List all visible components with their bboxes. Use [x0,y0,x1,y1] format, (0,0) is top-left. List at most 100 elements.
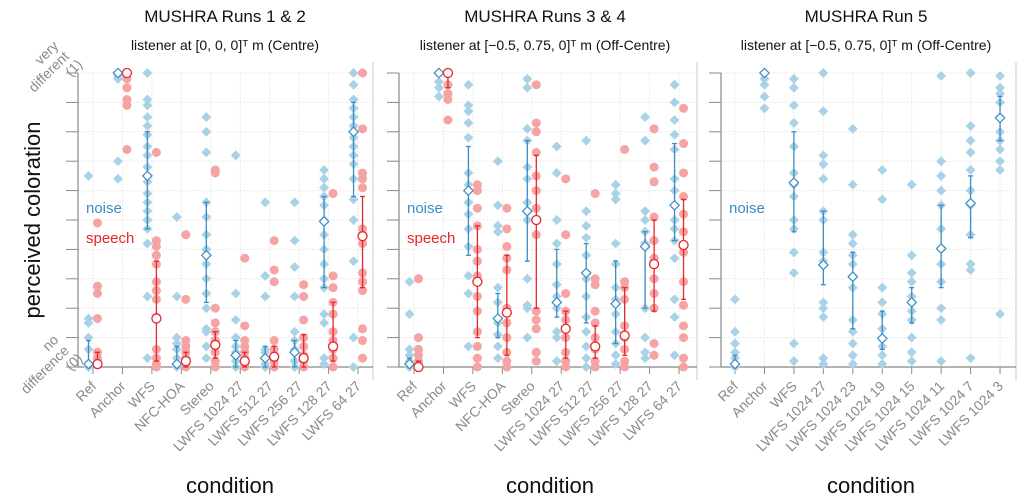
noise-point [348,332,359,343]
noise-point [492,341,503,352]
noise-point [348,215,359,225]
noise-point [640,135,651,146]
speech-mean-marker [239,355,250,367]
noise-point [142,68,153,78]
noise-point [289,262,300,272]
noise-point [818,150,829,161]
speech-mean-marker [151,313,162,324]
legend-speech: speech [407,230,455,247]
noise-point [965,259,976,270]
panel-title: MUSHRA Run 5 [805,7,928,26]
noise-point [640,112,651,123]
speech-point [531,347,541,357]
noise-point [463,106,474,117]
noise-point [906,332,917,343]
noise-mean-marker [965,197,977,209]
noise-point [289,326,300,337]
noise-point [936,356,947,367]
noise-mean-marker [433,67,445,79]
noise-point [142,120,153,131]
noise-point [201,326,212,337]
speech-point [210,318,220,328]
panel-subtitle: listener at [0, 0, 0]ᵀ m (Centre) [131,37,319,53]
noise-point [995,144,1005,155]
noise-point [877,194,888,205]
noise-mean-marker [521,205,533,217]
x-axis-label: condition [186,473,274,498]
noise-point [142,238,153,249]
y-axis-label: perceived coloration [20,122,45,319]
speech-point [561,230,571,240]
speech-mean-marker [327,341,339,352]
noise-point [788,73,799,84]
noise-point [581,326,592,337]
speech-point [590,189,600,199]
noise-mean-marker [171,358,183,370]
noise-mean-marker [729,358,741,370]
noise-mean-marker [639,240,651,252]
noise-point [142,100,153,111]
speech-mean-marker [210,339,221,351]
speech-point [679,139,689,149]
noise-point [877,350,888,361]
noise-point [640,206,651,217]
noise-mean-marker [551,296,563,308]
noise-point [581,341,592,352]
noise-mean-marker [318,215,330,227]
noise-point [788,356,799,367]
noise-point [581,220,592,231]
speech-point [181,230,191,240]
noise-point [818,159,829,170]
speech-point [151,241,161,251]
noise-point [289,235,300,246]
noise-point [730,294,740,305]
speech-point [502,241,512,251]
noise-point [936,315,947,325]
noise-point [610,359,621,370]
noise-mean-marker [259,352,271,364]
x-axis-label: condition [827,473,915,498]
noise-point [610,350,621,361]
speech-point [679,333,689,343]
noise-point [610,179,621,190]
noise-point [522,73,533,84]
panel-title: MUSHRA Runs 3 & 4 [464,7,626,26]
speech-point [502,362,512,372]
noise-point [906,356,917,367]
legend-noise: noise [407,200,443,217]
speech-point [210,168,220,178]
speech-mean-marker [442,67,454,79]
noise-point [348,79,359,90]
noise-point [995,82,1005,93]
noise-point [142,112,153,123]
speech-point [502,224,512,234]
speech-mean-marker [678,239,689,251]
noise-point [759,79,770,90]
speech-point [358,324,368,334]
noise-point [551,356,562,367]
speech-point [328,189,338,199]
noise-point [669,129,680,140]
speech-mean-marker [269,351,280,362]
noise-point [260,270,271,281]
panel-subtitle: listener at [−0.5, 0.75, 0]ᵀ m (Off-Cent… [420,37,671,53]
speech-mean-marker [531,214,542,226]
noise-point [906,347,917,358]
noise-point [610,238,621,249]
noise-mean-marker [200,249,212,261]
noise-point [522,123,533,134]
speech-point [358,336,368,346]
noise-point [847,238,858,249]
speech-point [358,124,368,134]
noise-mean-marker [758,67,770,79]
noise-mean-marker [669,199,681,211]
noise-point [818,106,829,117]
speech-point [269,265,279,275]
speech-point [122,144,132,154]
noise-point [142,353,153,364]
noise-point [492,226,503,237]
noise-point [936,170,947,181]
noise-mean-marker [403,358,416,370]
